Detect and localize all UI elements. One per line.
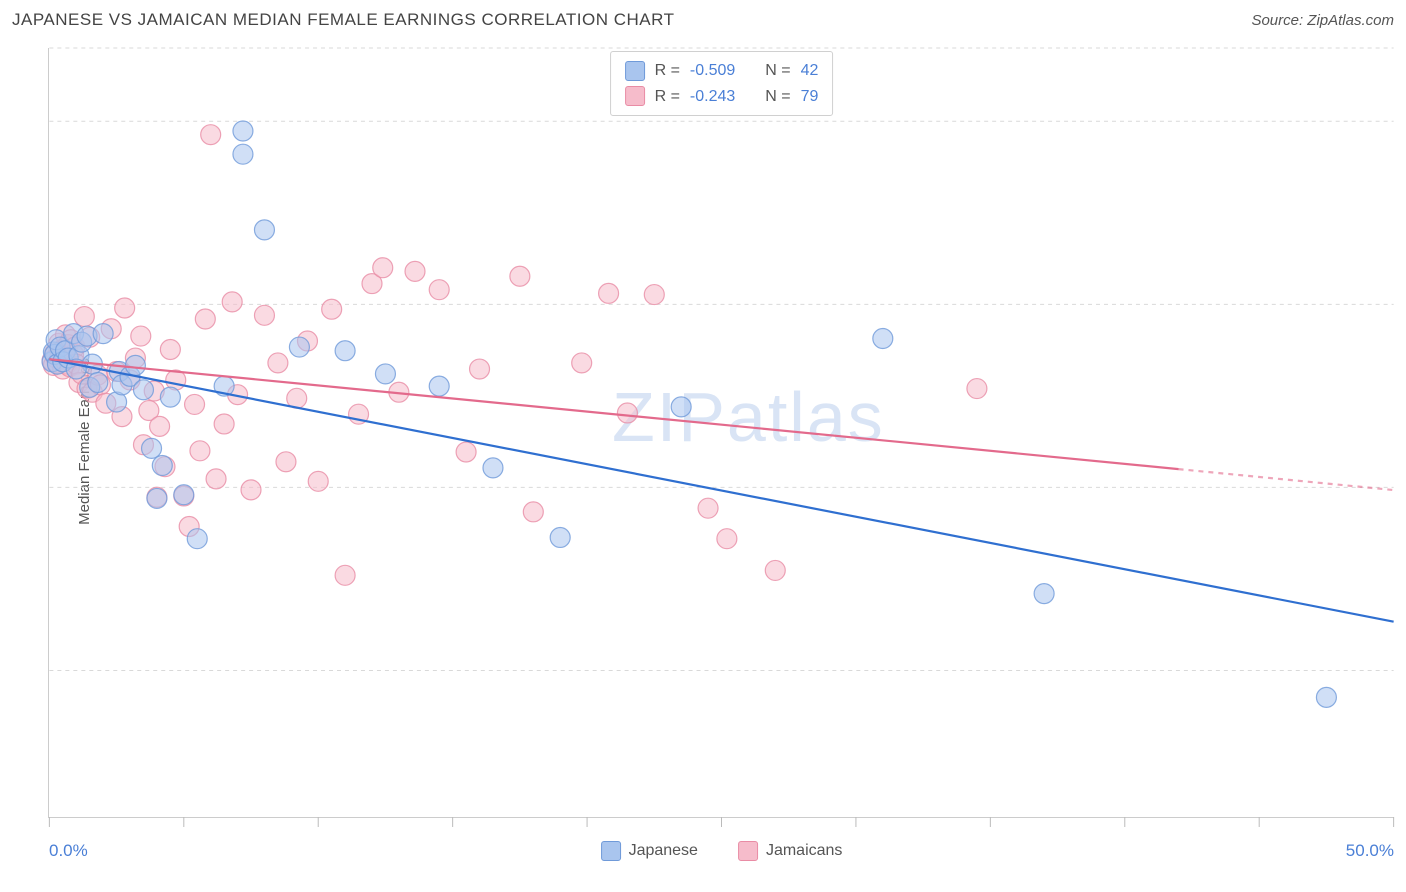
chart-container: JAPANESE VS JAMAICAN MEDIAN FEMALE EARNI… [0,0,1406,892]
legend-item: Jamaicans [738,841,842,861]
bottom-legend: Japanese Jamaicans [601,841,843,861]
legend-label: Japanese [629,842,698,860]
legend-swatch [601,841,621,861]
x-axis-max-label: 50.0% [1346,841,1394,861]
stat-r-label: R = [655,58,680,84]
legend-label: Jamaicans [766,842,842,860]
stat-r-label: R = [655,84,680,110]
chart-header: JAPANESE VS JAMAICAN MEDIAN FEMALE EARNI… [12,10,1394,30]
stat-r-value: -0.243 [690,84,735,110]
legend-swatch [738,841,758,861]
stats-box: R = -0.509 N = 42 R = -0.243 N = 79 [610,51,834,116]
chart-title: JAPANESE VS JAMAICAN MEDIAN FEMALE EARNI… [12,10,674,30]
plot-area: Median Female Earnings ZIPatlas R =-0.50… [48,48,1394,818]
x-axis-min-label: 0.0% [49,841,88,861]
legend-swatch [625,86,645,106]
stats-row: R = -0.243 N = 79 [625,84,819,110]
source-label: Source: ZipAtlas.com [1251,12,1394,29]
stat-n-value: 79 [801,84,819,110]
chart-svg [49,48,1394,817]
stats-row: R = -0.509 N = 42 [625,58,819,84]
stat-n-value: 42 [801,58,819,84]
legend-swatch [625,61,645,81]
stat-n-label: N = [765,84,790,110]
stat-n-label: N = [765,58,790,84]
legend-item: Japanese [601,841,698,861]
stat-r-value: -0.509 [690,58,735,84]
